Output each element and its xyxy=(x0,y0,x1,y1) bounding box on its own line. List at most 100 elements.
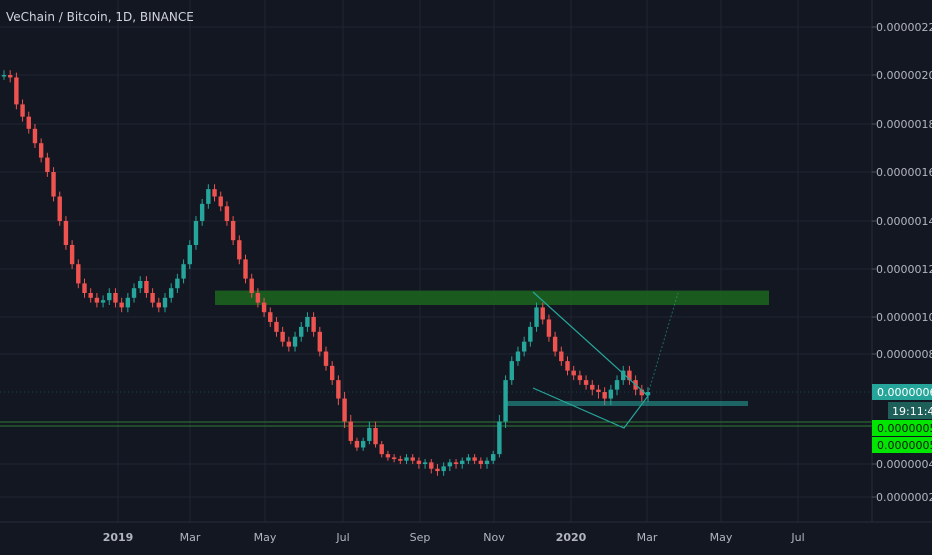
x-tick-label: 2020 xyxy=(556,531,587,544)
candle-body xyxy=(100,300,106,303)
last-price-badge xyxy=(872,384,932,400)
candle-body xyxy=(614,380,620,390)
candle-body xyxy=(193,221,199,245)
countdown-label: 19:11:44 xyxy=(892,405,932,418)
candle-body xyxy=(503,380,508,422)
candle-body xyxy=(509,361,514,381)
candle-body xyxy=(354,440,360,448)
candle-body xyxy=(410,457,415,461)
projection-line xyxy=(647,292,679,395)
candle-body xyxy=(404,457,409,461)
candle-body xyxy=(429,462,434,469)
candle-body xyxy=(528,326,533,342)
x-tick-label: Jul xyxy=(790,531,804,544)
consolidation-box xyxy=(507,401,748,406)
y-tick-label: 0.00000140 xyxy=(876,215,932,228)
candle-body xyxy=(57,196,62,221)
candle-body xyxy=(323,351,329,366)
candle-body xyxy=(484,460,490,464)
candle-body xyxy=(230,221,236,241)
candle-body xyxy=(336,380,341,399)
chart-title: VeChain / Bitcoin, 1D, BINANCE xyxy=(6,10,194,24)
candle-body xyxy=(540,307,545,320)
candles xyxy=(1,70,651,476)
candle-body xyxy=(280,331,285,342)
candle-body xyxy=(51,172,56,197)
candle-body xyxy=(249,278,254,293)
candle-body xyxy=(125,297,131,308)
candle-body xyxy=(466,457,471,461)
countdown-badge xyxy=(888,402,932,419)
candle-body xyxy=(82,283,87,293)
candle-body xyxy=(299,326,304,337)
candle-body xyxy=(150,293,155,303)
candle-body xyxy=(255,293,261,303)
candle-body xyxy=(559,351,564,362)
x-tick-label: Jul xyxy=(335,531,349,544)
candle-body xyxy=(237,240,242,260)
candle-body xyxy=(379,444,384,455)
candle-body xyxy=(107,293,112,301)
candle-body xyxy=(243,259,248,279)
y-tick-label: 0.00000100 xyxy=(876,311,932,324)
candle-body xyxy=(292,336,298,347)
support-badge-b xyxy=(872,437,932,453)
candle-body xyxy=(478,460,484,464)
candle-body xyxy=(639,389,645,396)
x-tick-label: Nov xyxy=(483,531,505,544)
candle-body xyxy=(472,457,477,461)
candle-body xyxy=(515,351,521,362)
candle-body xyxy=(212,189,217,197)
candle-body xyxy=(621,370,626,381)
support-badge-b-label: 0.00000057 xyxy=(877,439,932,452)
candle-body xyxy=(460,460,465,464)
candle-body xyxy=(261,302,267,313)
y-tick-label: 0.00000180 xyxy=(876,118,932,131)
y-tick-label: 0.00000120 xyxy=(876,263,932,276)
candle-body xyxy=(131,288,137,298)
last-price-label: 0.00000069 xyxy=(877,386,932,399)
candle-body xyxy=(602,392,607,399)
candle-body xyxy=(156,302,162,308)
candle-body xyxy=(391,457,397,460)
candle-body xyxy=(224,206,230,221)
y-tick-label: 0.00000200 xyxy=(876,69,932,82)
candle-body xyxy=(490,454,496,461)
candle-body xyxy=(7,75,13,78)
candle-body xyxy=(577,375,583,381)
candle-body xyxy=(94,297,100,303)
candle-body xyxy=(348,421,353,441)
candle-body xyxy=(187,245,192,265)
candle-body xyxy=(373,428,378,445)
candle-body xyxy=(1,75,7,77)
candle-body xyxy=(14,77,19,105)
candle-body xyxy=(627,370,632,381)
candle-body xyxy=(367,428,372,441)
candle-body xyxy=(360,440,366,448)
candle-body xyxy=(342,398,347,422)
candle-body xyxy=(329,365,335,381)
candle-body xyxy=(596,389,601,392)
candle-body xyxy=(422,462,428,464)
candle-body xyxy=(552,336,558,352)
x-tick-label: Sep xyxy=(410,531,431,544)
support-badge-a xyxy=(872,420,932,436)
grid xyxy=(0,0,872,522)
candle-body xyxy=(76,264,81,284)
x-tick-label: 2019 xyxy=(103,531,134,544)
candle-body xyxy=(317,331,323,352)
x-tick-label: May xyxy=(710,531,733,544)
candle-body xyxy=(144,281,149,293)
candle-body xyxy=(199,203,205,221)
candle-body xyxy=(435,468,440,472)
candle-body xyxy=(162,297,168,308)
x-tick-label: Mar xyxy=(180,531,201,544)
price-badges: 0.00000069 19:11:44 0.00000058 0.00000057 xyxy=(0,384,932,453)
candle-body xyxy=(32,128,38,144)
candle-body xyxy=(546,319,552,337)
y-tick-label: 0.00000220 xyxy=(876,21,932,34)
x-tick-label: Mar xyxy=(637,531,658,544)
